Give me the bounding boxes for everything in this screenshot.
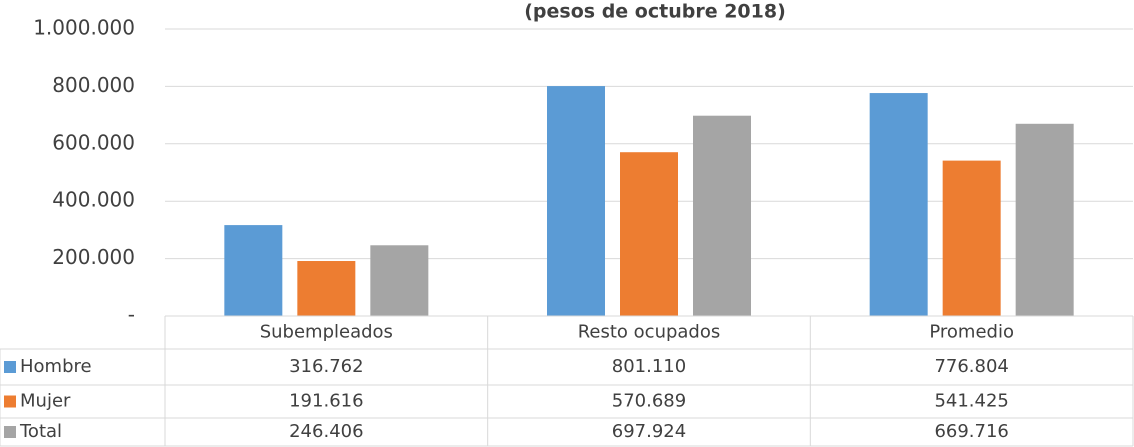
x-tick-label: Subempleados bbox=[260, 322, 393, 343]
legend-label: Total bbox=[19, 421, 62, 442]
table-value: 697.924 bbox=[612, 421, 686, 442]
legend-swatch bbox=[4, 395, 16, 408]
bar bbox=[620, 152, 678, 316]
table-value: 570.689 bbox=[612, 391, 686, 412]
bar bbox=[1015, 123, 1074, 317]
x-tick-label: Promedio bbox=[929, 322, 1014, 343]
bar bbox=[547, 86, 605, 317]
y-tick-label: 600.000 bbox=[52, 130, 135, 154]
bar bbox=[297, 261, 356, 316]
chart-title: (pesos de octubre 2018) bbox=[524, 1, 786, 23]
table-value: 246.406 bbox=[289, 421, 363, 442]
y-tick-label: 400.000 bbox=[52, 188, 135, 212]
legend-swatch bbox=[4, 426, 16, 438]
legend-label: Mujer bbox=[20, 391, 71, 412]
y-tick-label: - bbox=[128, 303, 135, 327]
legend-label: Hombre bbox=[20, 356, 92, 377]
table-value: 541.425 bbox=[934, 391, 1008, 412]
bar bbox=[224, 225, 283, 316]
table-value: 191.616 bbox=[289, 391, 363, 412]
table-value: 801.110 bbox=[612, 356, 686, 377]
table-value: 776.804 bbox=[934, 356, 1008, 377]
bar bbox=[370, 245, 429, 316]
bar bbox=[869, 93, 928, 316]
bar bbox=[942, 160, 1001, 316]
table-value: 669.716 bbox=[934, 421, 1008, 442]
legend-swatch bbox=[4, 361, 16, 373]
y-tick-label: 1.000.000 bbox=[33, 16, 135, 40]
x-tick-label: Resto ocupados bbox=[578, 322, 721, 343]
table-value: 316.762 bbox=[289, 356, 363, 377]
bar bbox=[693, 115, 751, 317]
y-tick-label: 200.000 bbox=[52, 245, 135, 269]
y-tick-label: 800.000 bbox=[52, 73, 135, 97]
